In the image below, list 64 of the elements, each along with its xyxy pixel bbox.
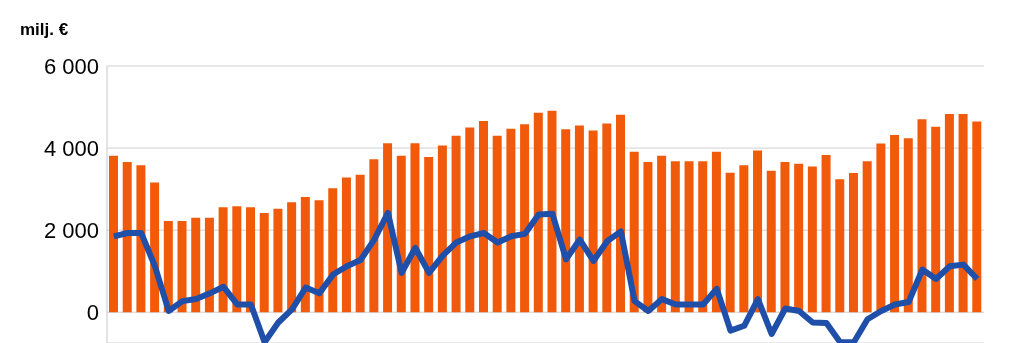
bar xyxy=(341,177,351,313)
bar xyxy=(300,196,310,313)
bar xyxy=(643,162,653,313)
bar xyxy=(780,162,790,313)
y-tick-label: 6 000 xyxy=(43,53,99,79)
bar xyxy=(451,135,461,313)
bar xyxy=(657,155,667,313)
bar xyxy=(232,206,242,313)
bar xyxy=(369,159,379,313)
bar xyxy=(122,162,132,313)
bar xyxy=(465,127,475,313)
bar xyxy=(890,134,900,313)
y-tick-label: 2 000 xyxy=(43,217,99,243)
bar xyxy=(958,114,968,313)
y-tick-label: 4 000 xyxy=(43,135,99,161)
bar xyxy=(616,114,626,313)
bar xyxy=(218,207,228,313)
bar xyxy=(520,124,530,313)
bar xyxy=(903,138,913,313)
bar xyxy=(848,173,858,313)
bar xyxy=(670,161,680,313)
bar xyxy=(506,128,516,313)
bar xyxy=(259,212,269,313)
bar xyxy=(478,120,488,313)
bar xyxy=(917,119,927,313)
bar xyxy=(698,161,708,313)
bar xyxy=(753,150,763,313)
bar xyxy=(287,202,297,313)
bar xyxy=(437,145,447,313)
bar xyxy=(862,161,872,313)
bar xyxy=(807,166,817,313)
bar xyxy=(273,208,283,313)
bar xyxy=(574,125,584,313)
bar xyxy=(177,221,187,313)
y-tick-label: 0 xyxy=(86,300,99,326)
bar xyxy=(410,143,420,313)
bar xyxy=(821,155,831,313)
bar xyxy=(204,217,214,313)
bar xyxy=(972,121,982,313)
bar xyxy=(931,126,941,313)
bar xyxy=(794,163,804,313)
bar xyxy=(602,123,612,313)
bar xyxy=(725,172,735,313)
y-axis-title: milj. € xyxy=(20,20,69,40)
bar xyxy=(246,207,256,313)
bar xyxy=(547,110,557,313)
bar xyxy=(766,170,776,313)
bar xyxy=(876,143,886,313)
bar xyxy=(191,217,201,313)
bar xyxy=(355,174,365,313)
bar xyxy=(533,112,543,313)
bar xyxy=(561,129,571,313)
bar xyxy=(328,188,338,313)
bar xyxy=(492,135,502,313)
bar xyxy=(588,130,598,313)
bar xyxy=(835,179,845,313)
bar xyxy=(711,151,721,313)
bar xyxy=(944,114,954,313)
bar xyxy=(314,200,324,313)
bar xyxy=(109,155,118,313)
bar xyxy=(684,161,694,313)
bar xyxy=(739,165,749,313)
bar xyxy=(424,157,434,313)
bar xyxy=(136,165,146,313)
